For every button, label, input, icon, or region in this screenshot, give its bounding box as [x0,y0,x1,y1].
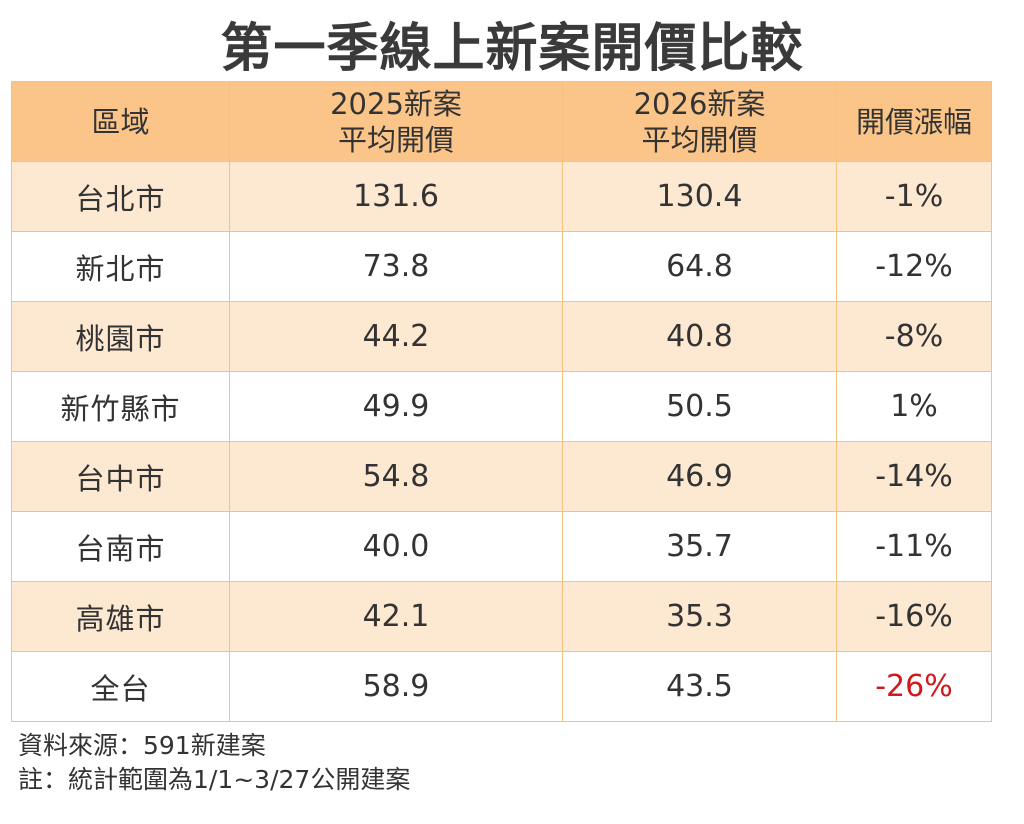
table-row: 高雄市 42.1 35.3 -16% [11,581,992,652]
header-label: 平均開價 [641,122,758,157]
cell-price-2026: 46.9 [562,441,837,512]
header-price-2025: 2025新案 平均開價 [229,81,563,162]
cell-change: -1% [836,161,992,232]
table-row: 新竹縣市 49.9 50.5 1% [11,371,992,442]
cell-price-2025: 42.1 [229,581,563,652]
cell-region: 桃園市 [11,301,230,372]
cell-price-2026: 43.5 [562,651,837,722]
cell-price-2025: 40.0 [229,511,563,582]
cell-region: 全台 [11,651,230,722]
cell-region: 新北市 [11,231,230,302]
header-region: 區域 [11,81,230,162]
table-row: 台中市 54.8 46.9 -14% [11,441,992,512]
chart-title: 第一季線上新案開價比較 [220,19,804,79]
table-body: 台北市 131.6 130.4 -1% 新北市 73.8 64.8 -12% 桃園市 44.2 40… [11,161,992,722]
cell-region: 高雄市 [11,581,230,652]
cell-price-2026: 35.7 [562,511,837,582]
cell-change: -14% [836,441,992,512]
cell-price-2026: 35.3 [562,581,837,652]
header-label: 2025新案 [330,86,462,121]
table-row: 新北市 73.8 64.8 -12% [11,231,992,302]
cell-region: 新竹縣市 [11,371,230,442]
cell-change: -11% [836,511,992,582]
source-footnote: 資料來源：591新建案 [18,731,266,760]
cell-price-2026: 50.5 [562,371,837,442]
table-header-row: 區域 2025新案 平均開價 2026新案 平均開價 開價漲幅 [11,81,992,162]
header-price-2026: 2026新案 平均開價 [562,81,837,162]
header-label: 2026新案 [633,86,766,121]
header-label: 平均開價 [337,122,454,157]
cell-price-2026: 40.8 [562,301,837,372]
cell-price-2025: 49.9 [229,371,563,442]
cell-change: -8% [836,301,992,372]
cell-price-2025: 131.6 [229,161,563,232]
cell-price-2026: 64.8 [562,231,837,302]
scope-footnote: 註：統計範圍為1/1~3/27公開建案 [18,765,411,794]
table-row: 桃園市 44.2 40.8 -8% [11,301,992,372]
cell-region: 台中市 [11,441,230,512]
cell-region: 台北市 [11,161,230,232]
table-row: 全台 58.9 43.5 -26% [11,651,992,722]
cell-price-2025: 54.8 [229,441,563,512]
table-row: 台南市 40.0 35.7 -11% [11,511,992,582]
cell-change: -26% [836,651,992,722]
cell-price-2025: 58.9 [229,651,563,722]
header-label: 區域 [91,104,150,139]
cell-region: 台南市 [11,511,230,582]
cell-change: -16% [836,581,992,652]
cell-price-2025: 73.8 [229,231,563,302]
cell-price-2025: 44.2 [229,301,563,372]
header-change: 開價漲幅 [836,81,992,162]
cell-change: 1% [836,371,992,442]
table-row: 台北市 131.6 130.4 -1% [11,161,992,232]
header-label: 開價漲幅 [855,104,972,139]
price-comparison-table: 區域 2025新案 平均開價 2026新案 平均開價 開價漲幅 台北市 131.6… [11,81,992,722]
cell-price-2026: 130.4 [562,161,837,232]
cell-change: -12% [836,231,992,302]
